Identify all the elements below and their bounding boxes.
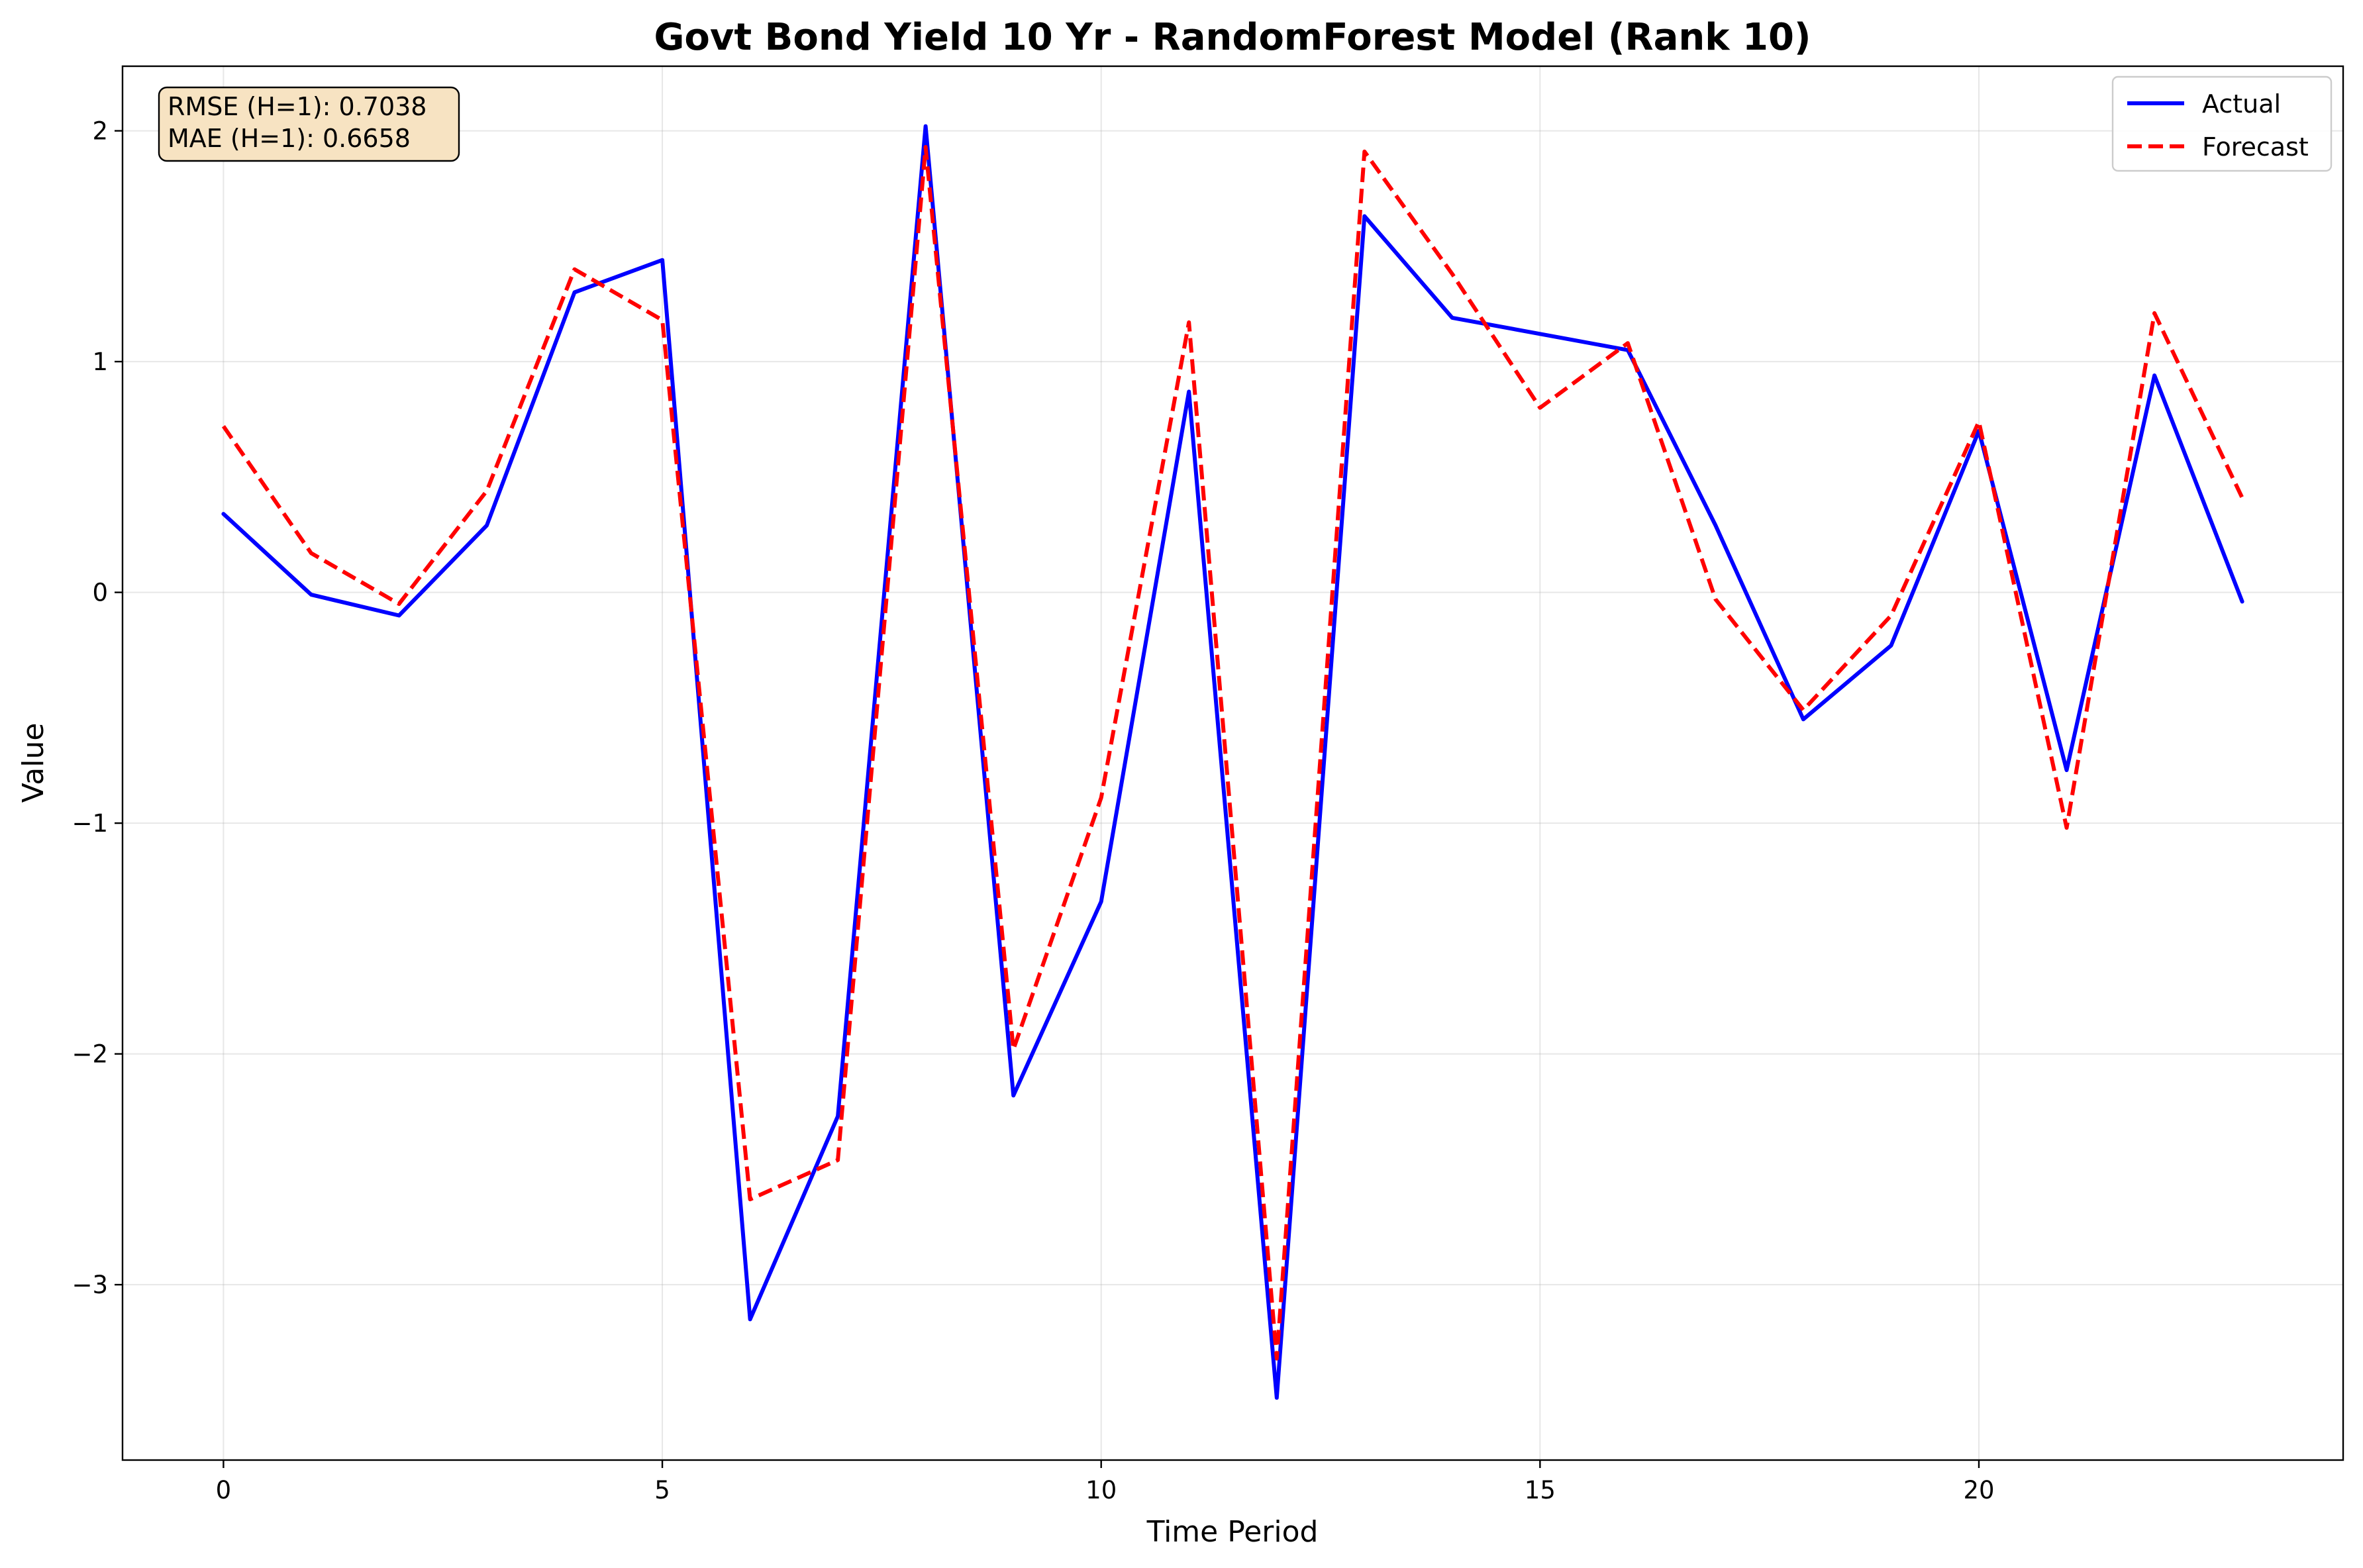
x-tick-label: 10 — [1085, 1476, 1117, 1504]
x-tick-label: 15 — [1525, 1476, 1556, 1504]
y-tick-label: −2 — [72, 1040, 108, 1069]
y-tick-label: 1 — [92, 348, 108, 376]
y-axis-label: Value — [17, 723, 50, 803]
metrics-annotation-background — [158, 86, 460, 162]
legend-label-forecast: Forecast — [2202, 132, 2309, 162]
x-axis-label: Time Period — [1146, 1515, 1319, 1549]
legend-frame — [2111, 75, 2333, 172]
plot-background — [123, 66, 2343, 1460]
y-tick-label: 2 — [92, 117, 108, 146]
y-tick-label: −1 — [72, 809, 108, 838]
rmse-text: RMSE (H=1): 0.7038 — [168, 92, 427, 121]
legend: Actual Forecast — [2111, 75, 2333, 172]
y-tick-label: −3 — [72, 1271, 108, 1299]
legend-label-actual: Actual — [2202, 89, 2281, 119]
metrics-annotation-box: RMSE (H=1): 0.7038 MAE (H=1): 0.6658 — [158, 86, 460, 162]
series-layer — [221, 124, 2244, 1400]
series-line-actual — [221, 124, 2244, 1400]
x-tick-label: 5 — [654, 1476, 670, 1504]
plot-area — [121, 65, 2344, 1461]
x-tick-label: 20 — [1963, 1476, 1994, 1504]
mae-text: MAE (H=1): 0.6658 — [168, 124, 411, 153]
chart-title: Govt Bond Yield 10 Yr - RandomForest Mod… — [654, 16, 1811, 59]
plot-frame — [121, 65, 2344, 1461]
tick-layer: 0 5 10 15 20 −3 −2 −1 0 1 2 — [72, 117, 1994, 1504]
grid-lines — [123, 66, 2343, 1460]
series-line-forecast — [221, 145, 2244, 1361]
y-tick-label: 0 — [92, 579, 108, 607]
x-tick-label: 0 — [216, 1476, 232, 1504]
